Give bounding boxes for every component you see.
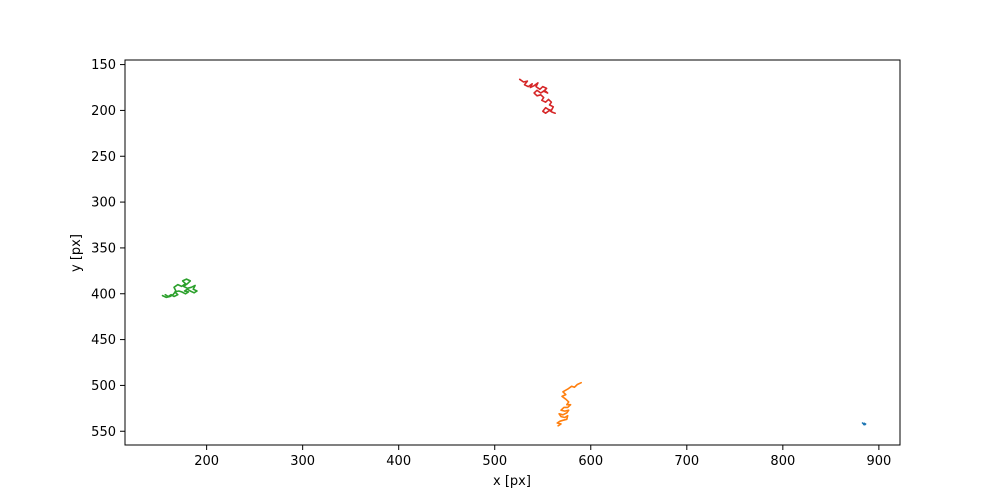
- x-axis-label: x [px]: [493, 474, 531, 489]
- y-tick-label: 400: [91, 287, 116, 302]
- x-tick-label: 800: [770, 454, 795, 469]
- y-tick-label: 250: [91, 150, 116, 165]
- series-layer: [161, 78, 867, 427]
- y-tick-label: 550: [91, 425, 116, 440]
- series-line-1: [556, 381, 583, 427]
- series-line-2: [161, 278, 198, 299]
- y-tick-label: 200: [91, 104, 116, 119]
- y-tick-label: 150: [91, 58, 116, 73]
- plot-frame: [124, 59, 901, 446]
- series-line-3: [518, 78, 557, 114]
- x-tick-label: 700: [674, 454, 699, 469]
- y-tick-label: 450: [91, 333, 116, 348]
- x-axis-ticks: 200 300 400 500 600 700 800 900: [194, 445, 891, 469]
- y-tick-label: 350: [91, 241, 116, 256]
- series-line-0: [861, 422, 867, 426]
- y-axis-ticks: 150 200 250 300 350 400 450 500 550: [91, 58, 125, 440]
- x-tick-label: 500: [482, 454, 507, 469]
- y-tick-label: 300: [91, 196, 116, 211]
- x-tick-label: 200: [194, 454, 219, 469]
- x-tick-label: 600: [578, 454, 603, 469]
- x-tick-label: 900: [866, 454, 891, 469]
- y-axis-label: y [px]: [69, 234, 84, 272]
- y-tick-label: 500: [91, 379, 116, 394]
- x-tick-label: 400: [386, 454, 411, 469]
- x-tick-label: 300: [290, 454, 315, 469]
